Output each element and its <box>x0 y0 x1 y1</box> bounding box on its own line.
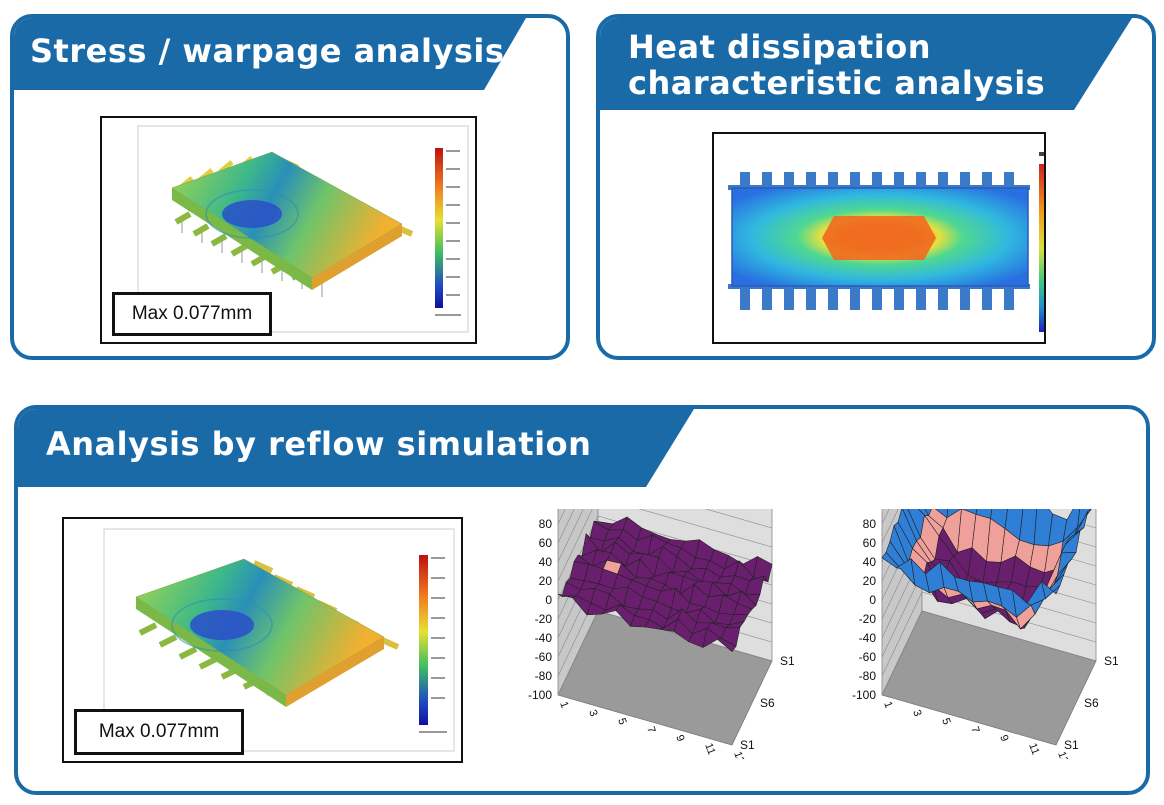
surface-mesh <box>881 509 1092 630</box>
surface-cell <box>924 509 932 517</box>
x-tick-label: 3 <box>586 708 599 718</box>
z-tick-label: -80 <box>535 669 553 683</box>
heat-panel-title-line1: Heat dissipation <box>628 28 931 66</box>
x-tick-label: 5 <box>939 717 952 727</box>
stress-panel: Stress / warpage analysis <box>10 14 570 360</box>
surface-mesh <box>557 516 773 653</box>
stress-panel-title: Stress / warpage analysis <box>30 32 505 70</box>
x-tick-label: 9 <box>997 733 1010 743</box>
heat-panel: Heat dissipation characteristic analysis <box>596 14 1156 360</box>
z-tick-label: 20 <box>539 574 553 588</box>
z-tick-label: -100 <box>528 688 552 702</box>
x-tick-label: 13 <box>1055 750 1070 759</box>
z-tick-label: -20 <box>535 612 553 626</box>
surface-cell <box>1040 580 1061 600</box>
x-tick-label: 7 <box>968 725 981 735</box>
heat-panel-title-line2: characteristic analysis <box>628 64 1046 102</box>
z-tick-label: 80 <box>539 517 553 531</box>
z-gridline <box>881 509 1096 544</box>
x-tick-label: 11 <box>702 742 717 757</box>
z-tick-label: 60 <box>863 536 877 550</box>
reflow-simulation-image: Max 0.077mm <box>62 517 463 763</box>
y-tick-label: S11 <box>1104 654 1118 668</box>
reflow-panel-title: Analysis by reflow simulation <box>46 425 592 463</box>
y-tick-label: S1 <box>740 738 755 752</box>
z-tick-label: -40 <box>535 631 553 645</box>
heat-simulation-image <box>712 132 1046 344</box>
y-tick-label: S6 <box>760 696 775 710</box>
x-tick-label: 7 <box>644 725 657 735</box>
heat-panel-header-bg <box>600 18 1132 110</box>
z-tick-label: 20 <box>863 574 877 588</box>
z-tick-label: -20 <box>859 612 877 626</box>
x-tick-label: 11 <box>1026 742 1041 757</box>
stress-simulation-image: Max 0.077mm <box>100 116 477 344</box>
y-tick-label: S1 <box>1064 738 1079 752</box>
x-tick-label: 9 <box>673 733 686 743</box>
surface-chart-2: 100806040200-20-40-60-80-100135791113S1S… <box>852 509 1118 759</box>
z-gridline <box>881 591 1097 677</box>
surface-cell <box>716 638 737 653</box>
heat-map-model <box>714 134 1044 342</box>
z-tick-label: -60 <box>859 650 877 664</box>
z-tick-label: -100 <box>852 688 876 702</box>
x-tick-label: 1 <box>881 700 894 710</box>
z-tick-label: 100 <box>532 509 552 512</box>
z-gridline <box>881 610 1097 696</box>
y-tick-label: S6 <box>1084 696 1099 710</box>
z-gridline <box>557 509 773 563</box>
surface-chart-1: 100806040200-20-40-60-80-100135791113S1S… <box>528 509 794 759</box>
x-tick-label: 13 <box>731 750 746 759</box>
stress-panel-header-bg <box>14 18 526 90</box>
x-tick-label: 3 <box>910 708 923 718</box>
reflow-panel-header-bg <box>18 409 694 487</box>
y-tick-label: S11 <box>780 654 794 668</box>
z-tick-label: -40 <box>859 631 877 645</box>
z-tick-label: -60 <box>535 650 553 664</box>
x-tick-label: 1 <box>557 700 570 710</box>
z-gridline <box>557 509 773 582</box>
z-tick-label: 40 <box>863 555 877 569</box>
z-tick-label: 0 <box>545 593 552 607</box>
reflow-max-annotation: Max 0.077mm <box>74 709 244 755</box>
z-tick-label: -80 <box>859 669 877 683</box>
x-tick-label: 5 <box>615 717 628 727</box>
z-tick-label: 0 <box>869 593 876 607</box>
z-gridline <box>557 509 772 544</box>
reflow-panel: Analysis by reflow simulation <box>14 405 1150 795</box>
z-tick-label: 60 <box>539 536 553 550</box>
stress-max-annotation: Max 0.077mm <box>112 292 272 336</box>
z-tick-label: 100 <box>856 509 876 512</box>
z-tick-label: 80 <box>863 517 877 531</box>
z-tick-label: 40 <box>539 555 553 569</box>
